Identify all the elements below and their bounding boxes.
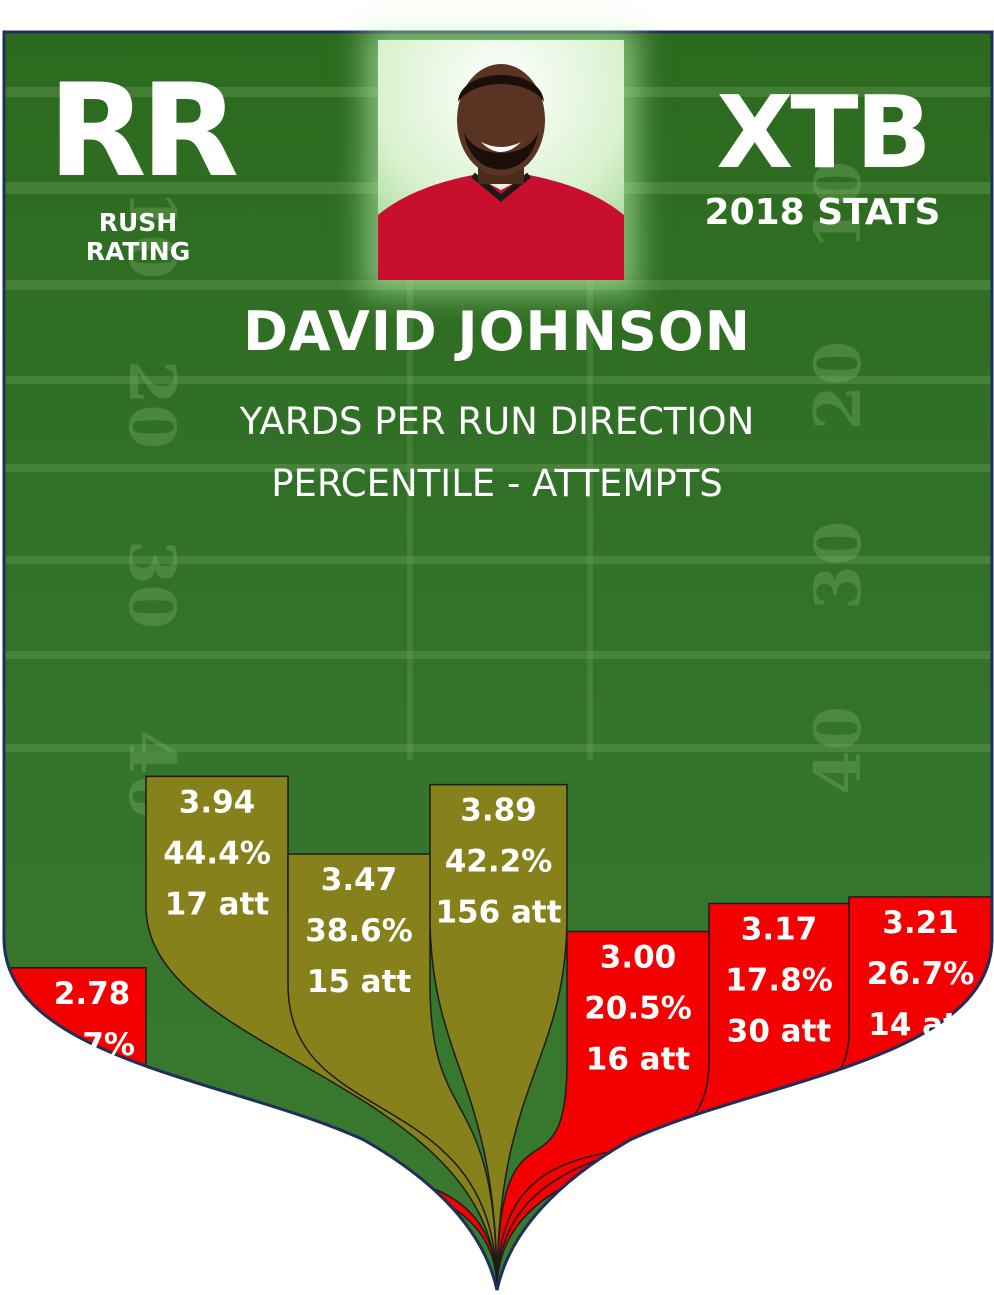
player-smile xyxy=(481,142,521,152)
player-beard xyxy=(464,132,538,170)
ypc-label-3: 3.47 xyxy=(321,862,398,898)
percentile-label-7: 26.7% xyxy=(867,956,975,992)
xtb-logo: XTB 2018 STATS xyxy=(690,78,955,248)
yard-number-40-right: 40 xyxy=(801,706,876,795)
jersey-shape xyxy=(378,175,624,280)
ypc-label-2: 3.94 xyxy=(179,784,256,820)
season-label: 2018 STATS xyxy=(704,192,941,233)
percentile-label-2: 44.4% xyxy=(163,835,271,871)
percentile-label-5: 20.5% xyxy=(584,991,692,1027)
chart-subtitle-line1: YARDS PER RUN DIRECTION xyxy=(239,400,755,443)
yard-number-30-right: 30 xyxy=(801,521,876,610)
attempts-label-2: 17 att xyxy=(165,886,270,922)
xtb-logo-mark: XTB xyxy=(716,74,932,191)
ypc-label-6: 3.17 xyxy=(741,911,818,947)
rush-rating-logo: RR RUSH RATING xyxy=(48,57,239,267)
attempts-label-5: 16 att xyxy=(586,1042,691,1078)
percentile-label-4: 42.2% xyxy=(445,844,553,880)
shield-outline xyxy=(2,30,994,1291)
ypc-label-7: 3.21 xyxy=(882,905,959,941)
ypc-label-5: 3.00 xyxy=(600,940,677,976)
yard-number-20-right: 20 xyxy=(801,341,876,430)
ypc-label-4: 3.89 xyxy=(460,793,537,829)
rr-logo-mark: RR xyxy=(48,57,239,206)
yard-numbers: 10 20 30 40 10 20 30 40 xyxy=(114,161,876,819)
yard-number-10-right: 10 xyxy=(801,161,876,250)
percentile-label-1: 6.7% xyxy=(49,1027,135,1063)
yard-number-10-left: 10 xyxy=(114,190,189,279)
player-name: DAVID JOHNSON xyxy=(243,300,751,363)
player-hair xyxy=(458,75,544,102)
attempts-label-7: 14 att xyxy=(868,1007,973,1043)
percentile-label-6: 17.8% xyxy=(725,962,833,998)
attempts-label-4: 156 att xyxy=(435,895,561,931)
attempts-label-1: 9 att xyxy=(71,1078,154,1114)
attempts-label-6: 30 att xyxy=(727,1013,832,1049)
yard-number-20-left: 20 xyxy=(114,360,189,449)
player-head xyxy=(457,64,545,176)
bar-labels: 2.78 6.7% 9 att 3.94 44.4% 17 att 3.47 38.6% 15 … xyxy=(49,784,974,1113)
yard-number-30-left: 30 xyxy=(114,540,189,629)
percentile-label-3: 38.6% xyxy=(305,913,413,949)
player-photo xyxy=(378,40,624,280)
chart-subtitle-line2: PERCENTILE - ATTEMPTS xyxy=(271,462,723,505)
rr-logo-text: RUSH RATING xyxy=(85,208,191,266)
attempts-label-3: 15 att xyxy=(307,964,412,1000)
ypc-label-1: 2.78 xyxy=(54,976,131,1012)
